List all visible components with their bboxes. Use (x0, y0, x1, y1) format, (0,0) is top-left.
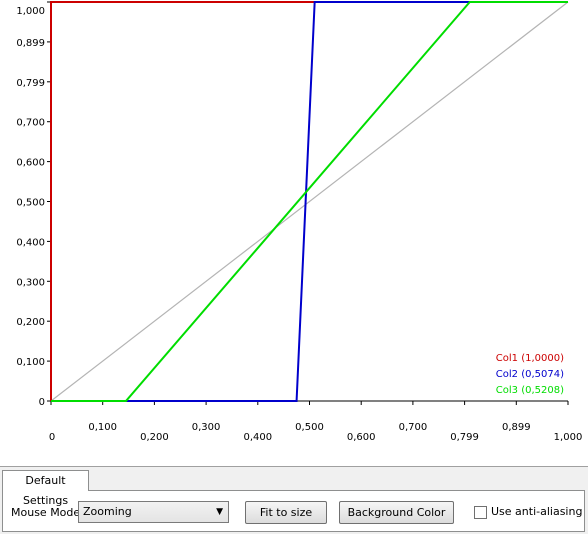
x-tick-label: 0,200 (140, 432, 169, 443)
y-tick-label: 0,799 (16, 78, 45, 89)
background-color-button[interactable]: Background Color (339, 501, 454, 524)
series-line-col3 (51, 1, 568, 402)
legend-entry-col2: Col2 (0,5074) (496, 369, 564, 380)
legend-series-value: (0,5074) (521, 369, 564, 380)
y-tick-label: 0 (39, 397, 45, 408)
y-tick-label: 0,400 (16, 237, 45, 248)
roc-chart[interactable]: 0 0,100 0,200 0,300 0,400 0,500 0,600 0,700 0,79… (0, 0, 588, 466)
x-tick-label: 0,400 (243, 432, 272, 443)
x-tick-label: 0,500 (295, 422, 324, 433)
y-tick-label: 0,300 (16, 277, 45, 288)
x-tick-label: 1,000 (554, 432, 583, 443)
y-tick-label: 0,100 (16, 357, 45, 368)
y-tick-label: 0,200 (16, 317, 45, 328)
plot-area[interactable]: 0 0,100 0,200 0,300 0,400 0,500 0,600 0,700 0,79… (0, 0, 588, 466)
x-tick-label: 0,700 (399, 422, 428, 433)
fit-to-size-button[interactable]: Fit to size (245, 501, 327, 524)
legend-series-name: Col1 (496, 353, 521, 364)
legend-entry-col3: Col3 (0,5208) (496, 385, 564, 396)
reference-diagonal-line (50, 1, 569, 402)
x-tick-label: 0,300 (192, 422, 221, 433)
tab-default-settings[interactable]: Default Settings (2, 470, 89, 507)
anti-aliasing-label: Use anti-aliasing (491, 505, 583, 518)
panel-divider (0, 466, 588, 467)
legend-entry-col1: Col1 (1,0000) (496, 353, 564, 364)
x-tick-label: 0,899 (502, 422, 531, 433)
legend-series-value: (0,5208) (521, 385, 564, 396)
x-tick-label: 0,799 (450, 432, 479, 443)
y-tick-label: 1,000 (16, 6, 45, 17)
y-tick-label: 0,700 (16, 118, 45, 129)
x-tick-label: 0,100 (88, 422, 117, 433)
legend-series-value: (1,0000) (521, 353, 564, 364)
mouse-mode-select[interactable]: Zooming ▼ (78, 501, 229, 523)
mouse-mode-value: Zooming (83, 505, 132, 518)
y-tick-label: 0,500 (16, 198, 45, 209)
mouse-mode-label: Mouse Mode (11, 506, 81, 519)
x-tick-label: 0,600 (347, 432, 376, 443)
y-tick-label: 0,600 (16, 158, 45, 169)
series-line-col2 (51, 1, 568, 402)
legend-series-name: Col2 (496, 369, 521, 380)
chevron-down-icon: ▼ (216, 507, 223, 517)
legend-series-name: Col3 (496, 385, 521, 396)
x-tick-label: 0 (49, 432, 55, 443)
y-tick-label: 0,899 (16, 38, 45, 49)
anti-aliasing-checkbox[interactable] (474, 506, 487, 519)
